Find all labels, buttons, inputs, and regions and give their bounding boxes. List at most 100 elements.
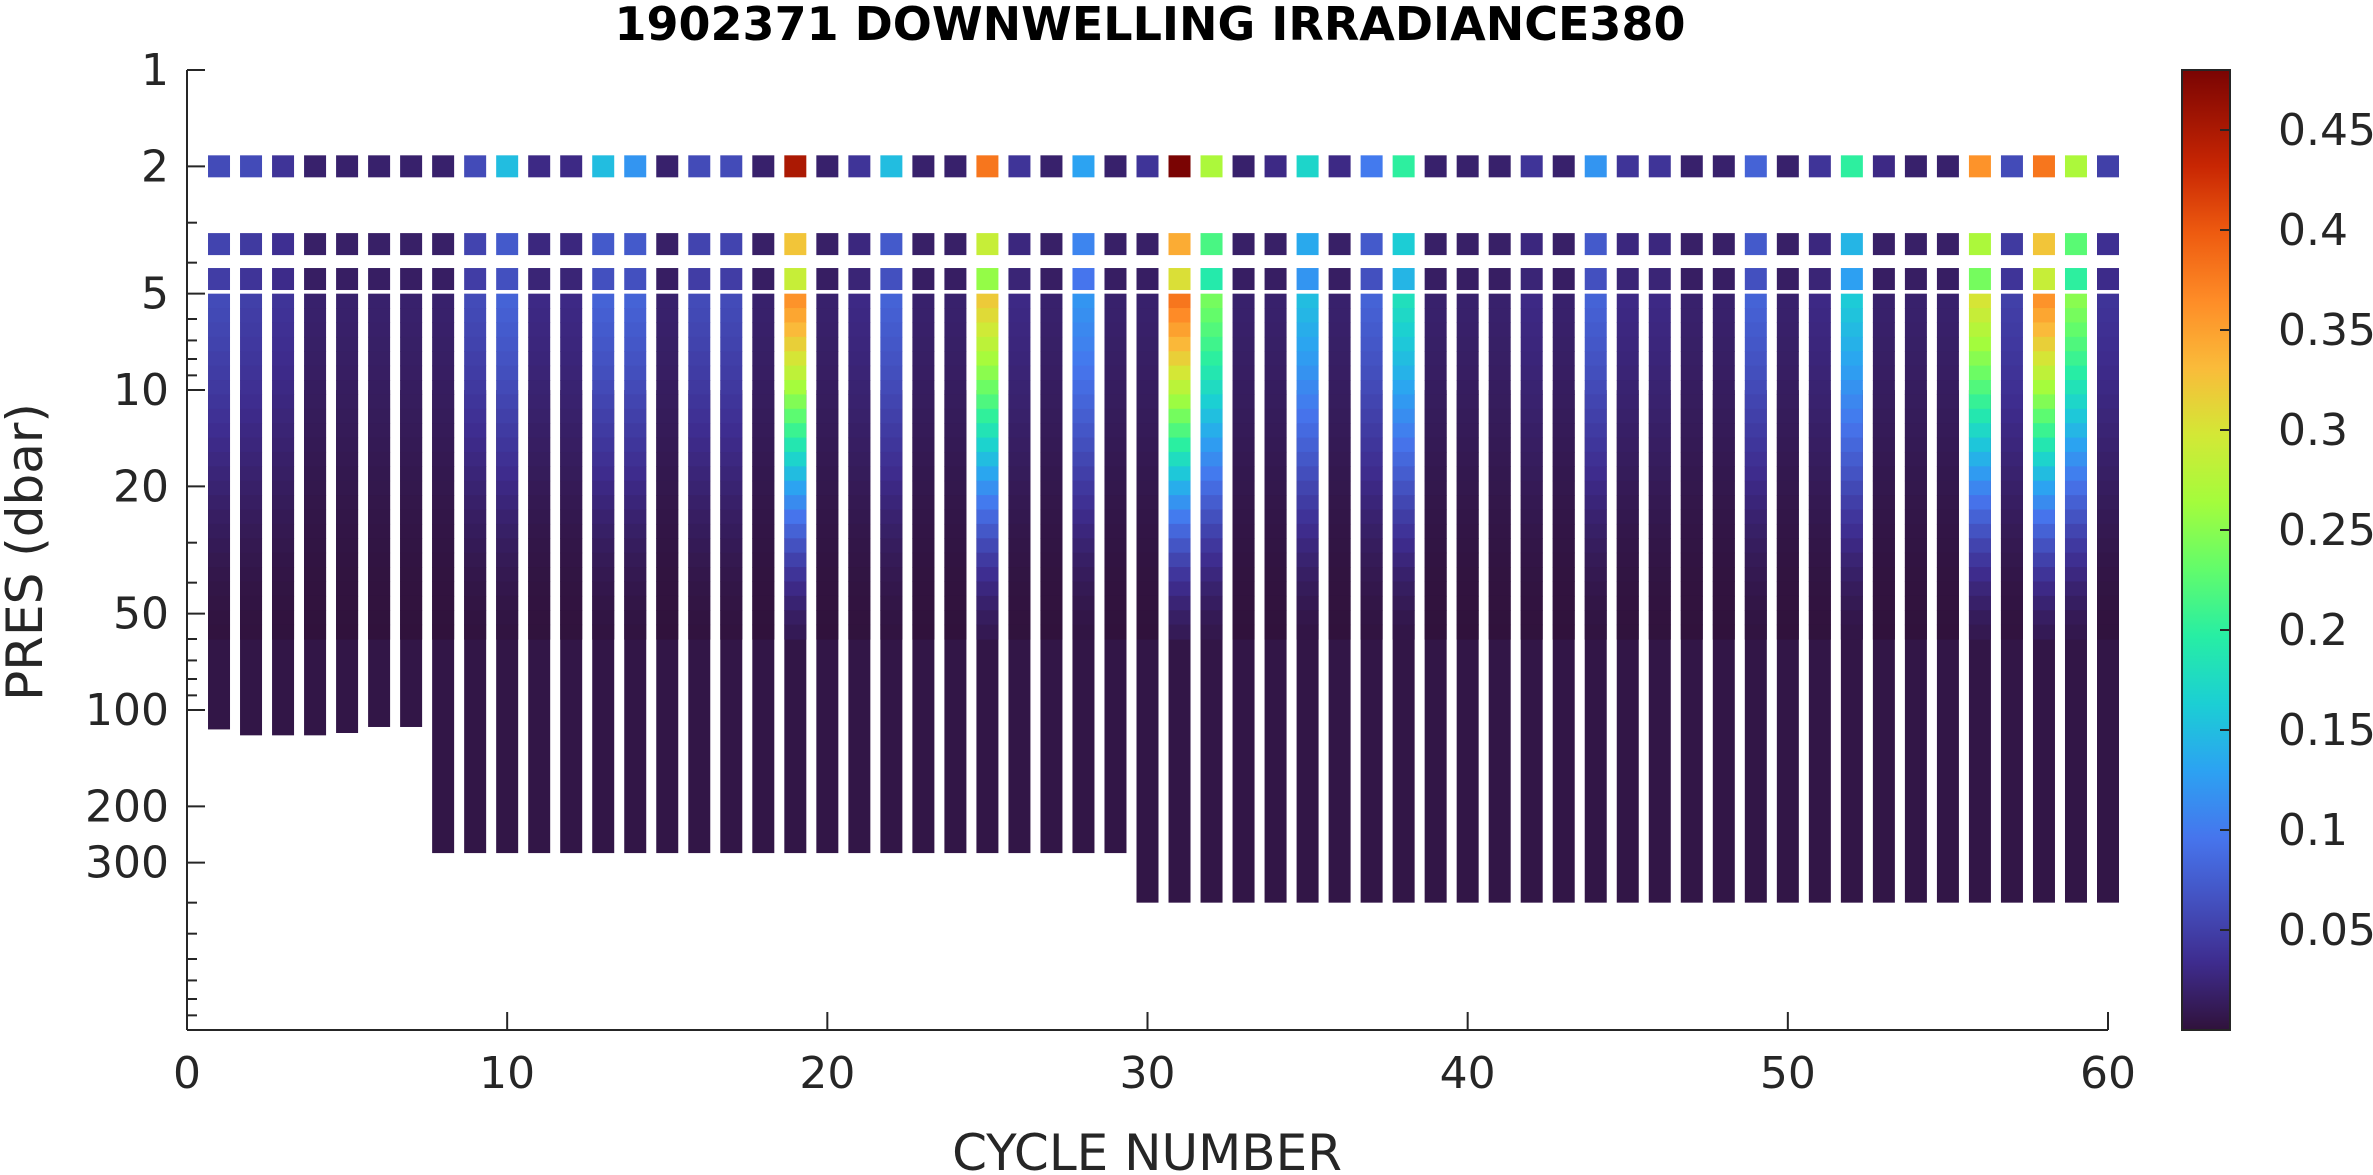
profile-sample-39 <box>1424 308 1447 324</box>
profile-sample-59 <box>2064 538 2087 554</box>
profile-sample-3 <box>272 523 295 539</box>
profile-sample-41 <box>1488 394 1511 410</box>
profile-sample-30 <box>1136 523 1159 539</box>
profile-sample-48 <box>1712 437 1735 453</box>
profile-sample-56 <box>1968 523 1991 539</box>
profile-sample-46 <box>1648 480 1671 496</box>
sample-marker-19-3 <box>784 268 807 291</box>
profile-sample-27 <box>1040 610 1063 626</box>
profile-sample-55 <box>1936 495 1959 511</box>
profile-sample-47 <box>1680 394 1703 410</box>
profile-sample-33 <box>1232 567 1255 583</box>
profile-sample-45 <box>1616 437 1639 453</box>
profile-sample-27 <box>1040 408 1063 424</box>
sample-marker-49-2 <box>1744 233 1767 256</box>
profile-sample-55 <box>1936 466 1959 482</box>
profile-sample-52 <box>1840 351 1863 367</box>
profile-sample-22 <box>880 538 903 554</box>
sample-marker-9-3 <box>464 268 487 291</box>
profile-sample-44 <box>1584 466 1607 482</box>
profile-sample-18 <box>752 308 775 324</box>
profile-sample-28 <box>1072 552 1095 568</box>
profile-sample-23 <box>912 351 935 367</box>
profile-sample-8 <box>432 523 455 539</box>
profile-sample-41 <box>1488 437 1511 453</box>
profile-sample-1 <box>208 293 231 309</box>
profile-sample-17 <box>720 336 743 352</box>
sample-marker-60-1 <box>2097 155 2119 178</box>
profile-sample-7 <box>400 351 423 367</box>
profile-sample-1 <box>208 365 231 381</box>
profile-sample-52 <box>1840 495 1863 511</box>
profile-sample-36 <box>1328 523 1351 539</box>
profile-sample-43 <box>1552 293 1575 309</box>
profile-sample-27 <box>1040 466 1063 482</box>
profile-sample-44 <box>1584 365 1607 381</box>
profile-sample-19 <box>784 624 807 640</box>
profile-sample-36 <box>1328 466 1351 482</box>
profile-sample-14 <box>624 322 647 338</box>
profile-sample-11 <box>528 293 551 309</box>
profile-sample-6 <box>368 380 391 395</box>
profile-sample-59 <box>2064 423 2087 439</box>
sample-marker-2-1 <box>240 155 263 178</box>
profile-sample-19 <box>784 423 807 439</box>
profile-sample-32 <box>1200 336 1223 352</box>
sample-marker-30-1 <box>1136 155 1159 178</box>
profile-sample-1 <box>208 437 231 453</box>
profile-sample-4 <box>304 365 327 381</box>
profile-sample-39 <box>1424 567 1447 583</box>
profile-32 <box>1200 293 1223 903</box>
sample-marker-51-2 <box>1808 233 1831 256</box>
sample-marker-30-3 <box>1136 268 1159 291</box>
profile-sample-58 <box>2032 624 2055 640</box>
sample-marker-6-1 <box>368 155 391 178</box>
profile-sample-53 <box>1872 308 1895 324</box>
profile-sample-4 <box>304 509 327 525</box>
profile-48 <box>1712 293 1735 903</box>
profile-sample-13 <box>592 466 615 482</box>
profile-sample-40 <box>1456 480 1479 496</box>
profile-sample-23 <box>912 394 935 410</box>
profile-sample-3 <box>272 394 295 410</box>
profile-sample-41 <box>1488 509 1511 525</box>
profile-sample-32 <box>1200 408 1223 424</box>
profile-sample-13 <box>592 567 615 583</box>
profile-sample-21 <box>848 480 871 496</box>
profile-sample-13 <box>592 480 615 496</box>
profile-sample-27 <box>1040 595 1063 611</box>
profile-sample-25 <box>976 293 999 309</box>
profile-sample-26 <box>1008 480 1031 496</box>
profile-sample-15 <box>656 380 679 395</box>
profile-sample-22 <box>880 466 903 482</box>
profile-sample-42 <box>1520 380 1543 395</box>
sample-marker-17-3 <box>720 268 743 291</box>
profile-sample-22 <box>880 509 903 525</box>
profile-sample-58 <box>2032 595 2055 611</box>
profile-sample-9 <box>464 308 487 324</box>
profile-sample-26 <box>1008 408 1031 424</box>
sample-marker-2-2 <box>240 233 263 256</box>
profile-sample-59 <box>2064 336 2087 352</box>
profile-sample-6 <box>368 581 391 597</box>
profile-sample-19 <box>784 552 807 568</box>
profile-sample-7 <box>400 509 423 525</box>
sample-marker-37-1 <box>1360 155 1383 178</box>
profile-sample-52 <box>1840 610 1863 626</box>
profile-sample-31 <box>1168 523 1191 539</box>
profile-sample-10 <box>496 351 519 367</box>
profile-sample-30 <box>1136 408 1159 424</box>
sample-marker-3-2 <box>272 233 295 256</box>
profile-sample-24 <box>944 480 967 496</box>
profile-sample-24 <box>944 509 967 525</box>
profile-sample-20 <box>816 610 839 626</box>
profile-sample-44 <box>1584 380 1607 395</box>
sample-marker-24-1 <box>944 155 967 178</box>
profile-sample-55 <box>1936 595 1959 611</box>
y-tick-label-300: 300 <box>85 838 169 889</box>
profile-sample-1 <box>208 538 231 554</box>
profile-sample-40 <box>1456 509 1479 525</box>
profile-sample-43 <box>1552 308 1575 324</box>
profile-sample-29 <box>1104 351 1127 367</box>
profile-sample-58 <box>2032 423 2055 439</box>
